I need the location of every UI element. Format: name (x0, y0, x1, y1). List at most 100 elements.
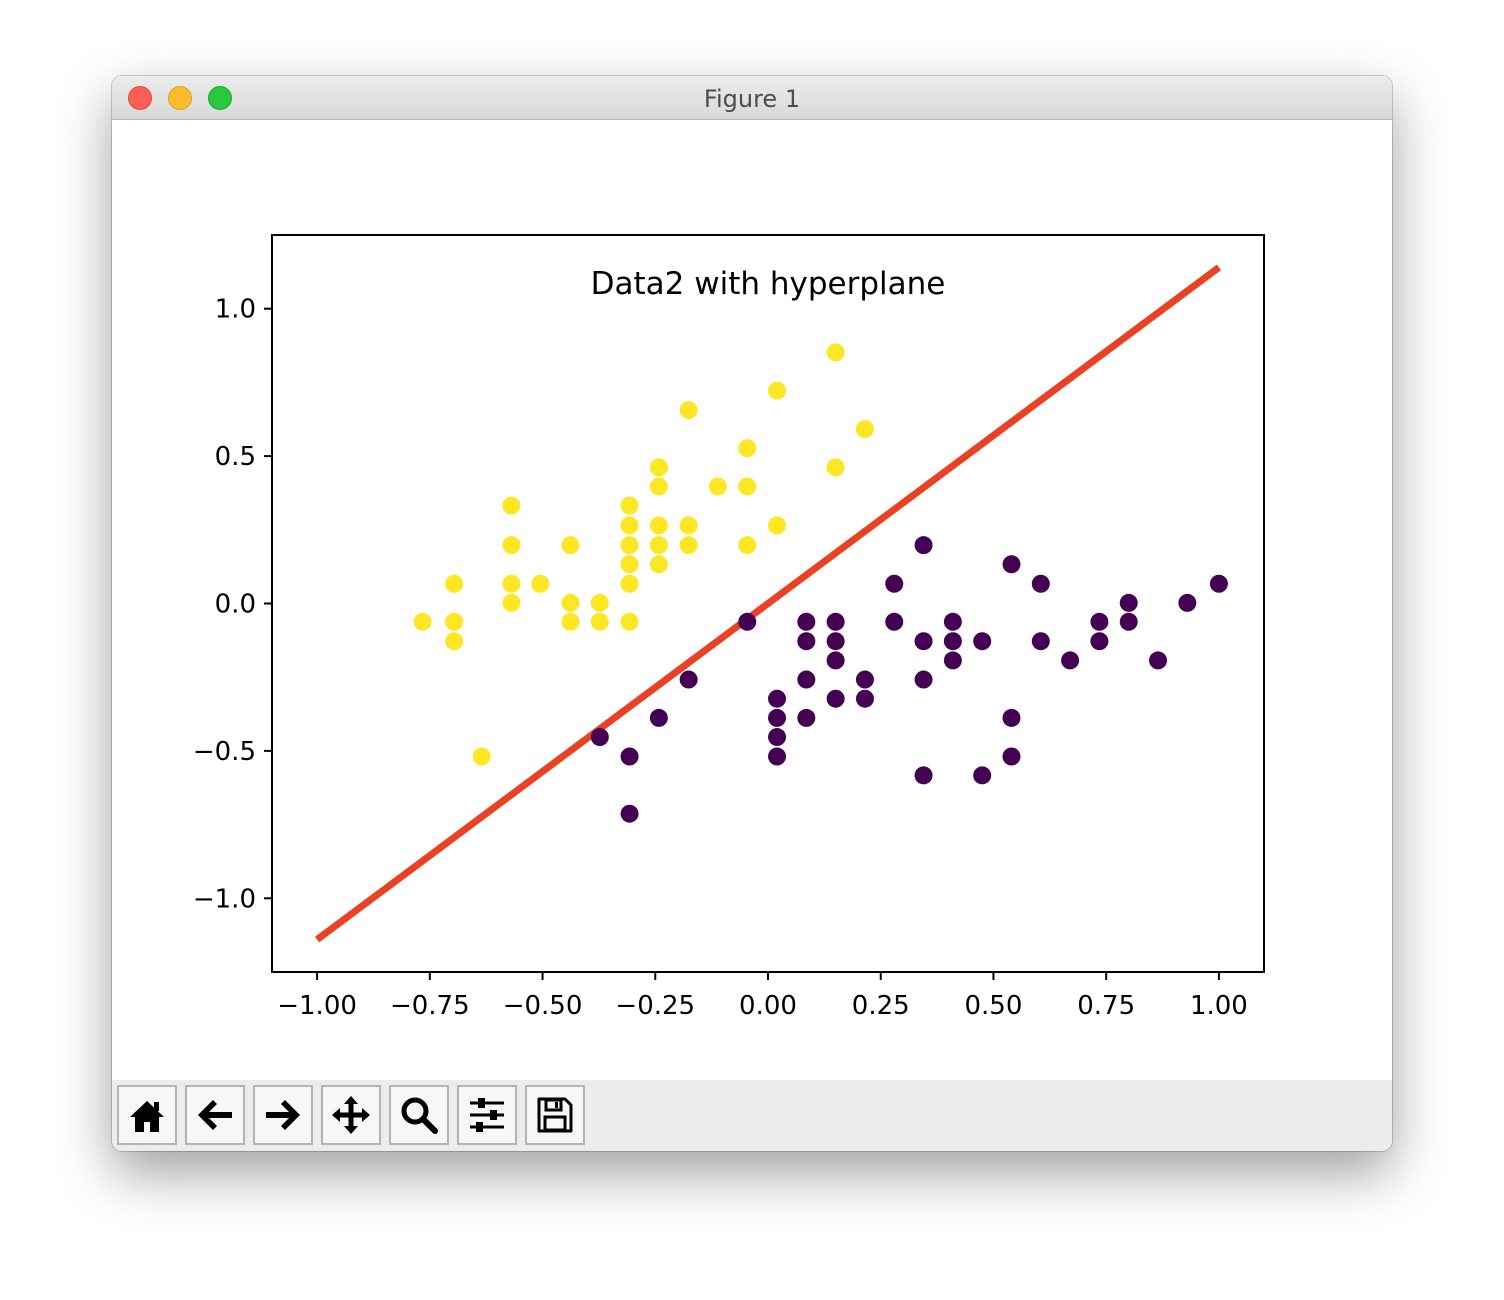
class-0-point (1119, 612, 1138, 631)
class-0-point (914, 632, 933, 651)
minimize-window-button[interactable] (168, 86, 192, 110)
class-0-point (826, 651, 845, 670)
class-0-point (973, 632, 992, 651)
class-0-point (797, 708, 816, 727)
class-1-point (445, 612, 464, 631)
class-0-point (768, 747, 787, 766)
class-0-point (943, 651, 962, 670)
class-0-point (649, 708, 668, 727)
class-1-point (826, 343, 845, 362)
pan-button[interactable] (321, 1085, 381, 1145)
scatter-chart[interactable]: Data2 with hyperplane −1.00 −0.75 −0.50 −0.… (112, 120, 1392, 1080)
class-0-point (1090, 612, 1109, 631)
class-1-point (649, 516, 668, 535)
class-0-point (768, 728, 787, 747)
class-1-point (679, 536, 698, 555)
title-bar[interactable]: Figure 1 (112, 76, 1392, 120)
axes: −1.00 −0.75 −0.50 −0.25 0.00 0.25 0.50 0.75 1.00… (193, 295, 1248, 1021)
home-button[interactable] (117, 1085, 177, 1145)
class-1-point (738, 439, 757, 458)
class-1-point (502, 574, 521, 593)
zoom-window-button[interactable] (208, 86, 232, 110)
class-1-point (620, 516, 639, 535)
class-0-point (1002, 708, 1021, 727)
figure-window: Figure 1 Data2 with hyperplane −1.00 −0.7… (112, 76, 1392, 1151)
chart-title: Data2 with hyperplane (591, 266, 946, 302)
class-0-point (914, 670, 933, 689)
y-tick-label: 0.5 (215, 442, 256, 472)
x-tick-label: 0.00 (739, 991, 797, 1021)
x-tick-label: 0.75 (1077, 991, 1135, 1021)
class-0-point (826, 612, 845, 631)
class-0-point (943, 612, 962, 631)
class-0-point (885, 612, 904, 631)
class-1-point (826, 458, 845, 477)
class-1-point (649, 477, 668, 496)
navigation-toolbar (112, 1080, 1392, 1151)
y-tick-label: 0.0 (215, 590, 256, 620)
y-tick-label: −1.0 (193, 884, 256, 914)
class-0-point (1031, 574, 1050, 593)
magnifier-icon (401, 1097, 438, 1134)
class-1-point (708, 477, 727, 496)
figure-canvas[interactable]: Data2 with hyperplane −1.00 −0.75 −0.50 −0.… (112, 120, 1392, 1080)
forward-button[interactable] (253, 1085, 313, 1145)
class-0-point (826, 632, 845, 651)
class-1-point (561, 536, 580, 555)
scatter-points (413, 343, 1228, 823)
class-0-point (1119, 593, 1138, 612)
class-1-point (738, 477, 757, 496)
class-1-point (445, 574, 464, 593)
class-1-point (502, 496, 521, 515)
class-0-point (1090, 632, 1109, 651)
class-0-point (1061, 651, 1080, 670)
class-0-point (590, 728, 609, 747)
class-1-point (679, 516, 698, 535)
class-0-point (679, 670, 698, 689)
class-0-point (973, 766, 992, 785)
class-0-point (855, 689, 874, 708)
x-tick-label: −0.25 (615, 991, 695, 1021)
class-1-point (620, 574, 639, 593)
y-tick-label: −0.5 (193, 737, 256, 767)
class-0-point (768, 689, 787, 708)
hyperplane-layer (314, 264, 1222, 943)
class-1-point (620, 612, 639, 631)
class-0-point (1002, 747, 1021, 766)
class-1-point (620, 536, 639, 555)
class-1-point (649, 458, 668, 477)
class-1-point (768, 381, 787, 400)
floppy-disk-icon (537, 1097, 573, 1133)
x-tick-label: 0.25 (852, 991, 910, 1021)
class-1-point (620, 555, 639, 574)
class-0-point (797, 632, 816, 651)
class-1-point (768, 516, 787, 535)
zoom-button[interactable] (389, 1085, 449, 1145)
class-1-point (855, 419, 874, 438)
save-button[interactable] (525, 1085, 585, 1145)
class-1-point (472, 747, 491, 766)
x-tick-label: 1.00 (1190, 991, 1248, 1021)
back-button[interactable] (185, 1085, 245, 1145)
class-0-point (620, 747, 639, 766)
class-0-point (914, 536, 933, 555)
arrow-right-icon (266, 1100, 300, 1130)
class-1-point (561, 593, 580, 612)
class-0-point (855, 670, 874, 689)
class-1-point (649, 536, 668, 555)
class-1-point (679, 401, 698, 420)
x-tick-label: 0.50 (965, 991, 1023, 1021)
class-0-point (738, 612, 757, 631)
configure-subplots-button[interactable] (457, 1085, 517, 1145)
class-0-point (1178, 593, 1197, 612)
class-0-point (1209, 574, 1228, 593)
arrow-left-icon (198, 1100, 232, 1130)
class-1-point (561, 612, 580, 631)
hyperplane-line (314, 264, 1222, 943)
class-0-point (620, 804, 639, 823)
class-1-point (445, 632, 464, 651)
sliders-icon (470, 1098, 504, 1132)
x-tick-label: −0.75 (390, 991, 470, 1021)
window-title: Figure 1 (703, 85, 801, 113)
close-window-button[interactable] (128, 86, 152, 110)
